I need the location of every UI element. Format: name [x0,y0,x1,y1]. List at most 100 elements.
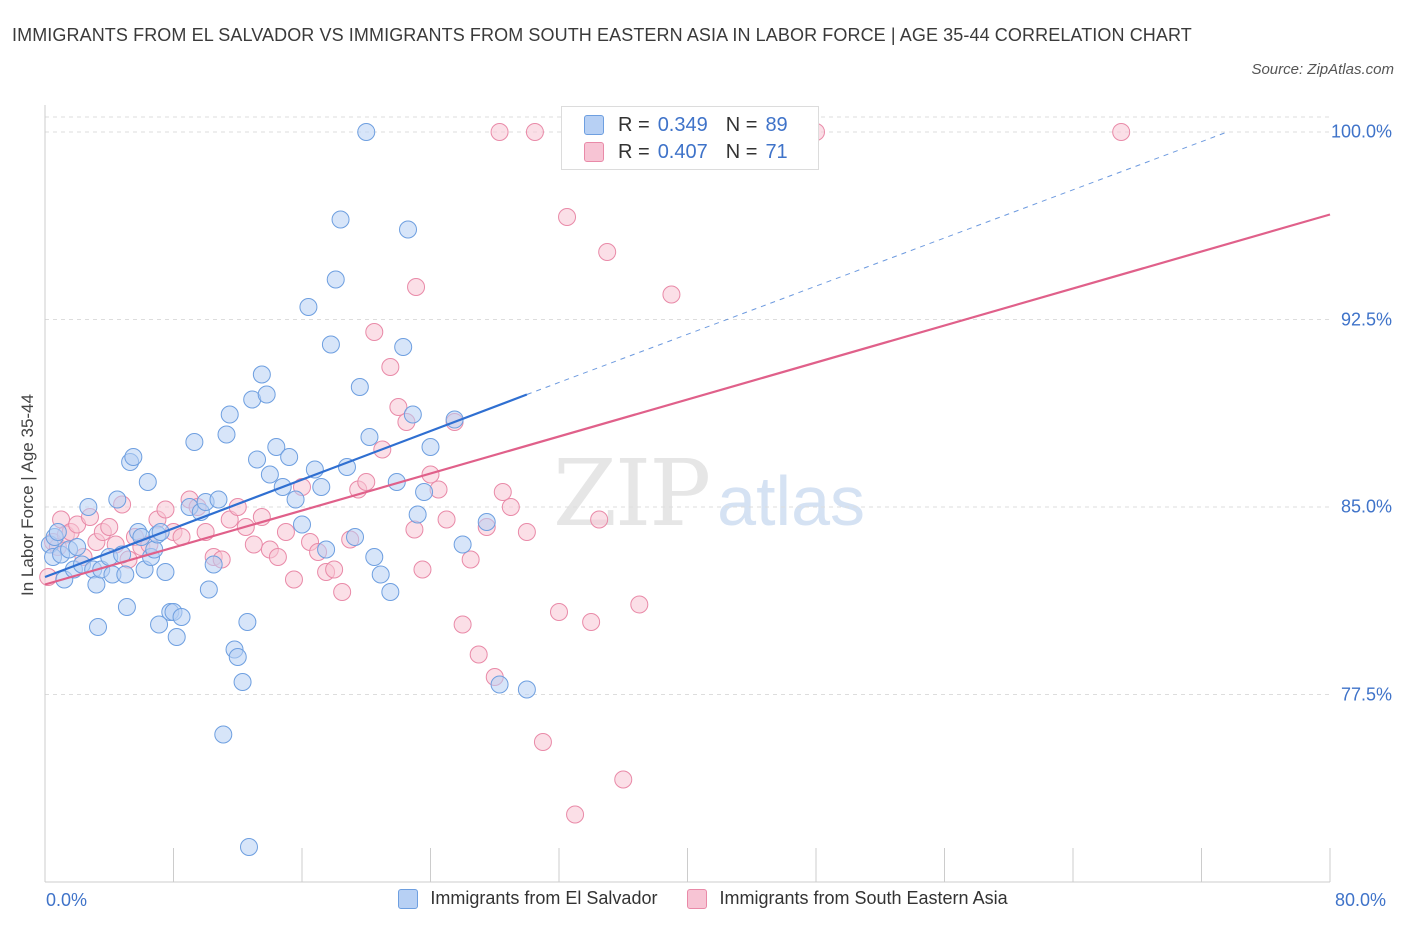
el-salvador-point [257,385,276,404]
se-asia-point [533,733,552,751]
el-salvador-point [167,628,186,646]
el-salvador-point [214,725,233,744]
se-asia-point [614,770,633,789]
watermark-atlas: atlas [717,462,866,540]
legend-n-label: N = [725,113,758,136]
se-asia-point [493,483,512,501]
el-salvador-point [117,598,136,616]
el-salvador-point [360,428,379,446]
legend-r-label: R = [618,140,650,163]
y-tick-label: 85.0% [1340,496,1392,517]
el-salvador-trend-extension [526,131,1228,395]
el-salvador-point [267,438,286,456]
zipatlas-watermark: ZIP atlas [553,440,865,547]
legend-swatch-blue [398,888,419,909]
x-tick-label-left: 0.0% [46,890,88,910]
el-salvador-point [124,448,143,466]
legend-n-value: 89 [765,113,788,136]
el-salvador-point [408,505,427,524]
se-asia-trend-line [44,213,1331,586]
el-salvador-point [286,490,305,509]
el-salvador-point [217,425,236,444]
legend-swatch-pink [584,142,604,162]
se-asia-point [405,520,424,539]
el-salvador-point [209,490,228,509]
el-salvador-point [415,483,434,501]
legend-n-label: N = [725,140,758,163]
el-salvador-point [317,540,336,559]
el-salvador-point [280,448,299,466]
el-salvador-point [150,615,169,634]
el-salvador-point [399,220,418,239]
legend-swatch-pink [687,888,708,909]
legend-item-el-salvador[interactable]: Immigrants from El Salvador [398,888,657,909]
el-salvador-point [68,538,87,556]
el-salvador-point [204,555,223,574]
legend-r-value: 0.349 [657,113,708,136]
el-salvador-point [238,613,257,631]
correlation-legend: R = 0.349 N = 89 R = 0.407 N = 71 [561,106,819,170]
el-salvador-point [116,565,135,584]
se-asia-point [325,560,344,579]
se-asia-point [365,323,384,341]
se-asia-point [550,603,568,621]
el-salvador-point [365,548,384,566]
el-salvador-point [312,478,331,496]
el-salvador-point [172,608,191,626]
el-salvador-point [357,123,376,141]
el-salvador-trend-line [44,393,528,579]
el-salvador-point [490,675,509,694]
el-salvador-point [252,365,271,384]
el-salvador-point [381,583,400,601]
source-label: Source: ZipAtlas.com [1251,61,1394,78]
se-asia-point [357,473,376,491]
se-asia-point [469,645,488,664]
el-salvador-point [299,298,318,316]
se-asia-point [1112,123,1131,141]
el-salvador-point [89,618,108,636]
se-asia-point [284,570,303,589]
chart-title: IMMIGRANTS FROM EL SALVADOR VS IMMIGRANT… [12,25,1192,45]
legend-n-value: 71 [765,140,788,163]
el-salvador-point [403,405,422,424]
legend-swatch-blue [584,115,604,135]
el-salvador-point [151,523,170,541]
legend-item-se-asia[interactable]: Immigrants from South Eastern Asia [687,888,1008,909]
y-tick-label: 100.0% [1330,121,1392,142]
se-asia-point [525,123,544,141]
se-asia-point [437,510,456,529]
y-tick-label: 77.5% [1340,684,1392,704]
legend-label-se-asia: Immigrants from South Eastern Asia [719,888,1008,908]
el-salvador-point [394,338,413,356]
se-asia-point [413,560,432,579]
el-salvador-point [293,515,311,534]
se-asia-point [100,518,119,536]
se-asia-point [461,550,480,569]
el-salvador-point [421,438,440,456]
el-salvador-point [79,498,98,516]
legend-r-value: 0.407 [657,140,708,163]
el-salvador-point [477,513,496,531]
el-salvador-point [371,565,390,584]
se-asia-point [490,123,509,141]
el-salvador-point [346,528,365,546]
el-salvador-point [199,580,218,599]
se-asia-point [407,278,426,296]
el-salvador-point [453,535,472,554]
el-salvador-point [228,648,247,666]
se-asia-point [381,358,400,376]
se-asia-point [244,535,263,554]
el-salvador-point [260,465,279,484]
se-asia-point [558,208,577,226]
y-tick-label: 92.5% [1340,309,1392,329]
legend-row-se-asia: R = 0.407 N = 71 [584,139,788,165]
el-salvador-point [108,490,127,509]
se-asia-point [662,285,681,304]
se-asia-point [268,548,287,566]
se-asia-point [517,523,536,541]
se-asia-point [333,583,352,601]
el-salvador-point [138,473,157,491]
el-salvador-point [239,838,258,856]
el-salvador-point [387,473,406,491]
se-asia-point [389,398,408,416]
